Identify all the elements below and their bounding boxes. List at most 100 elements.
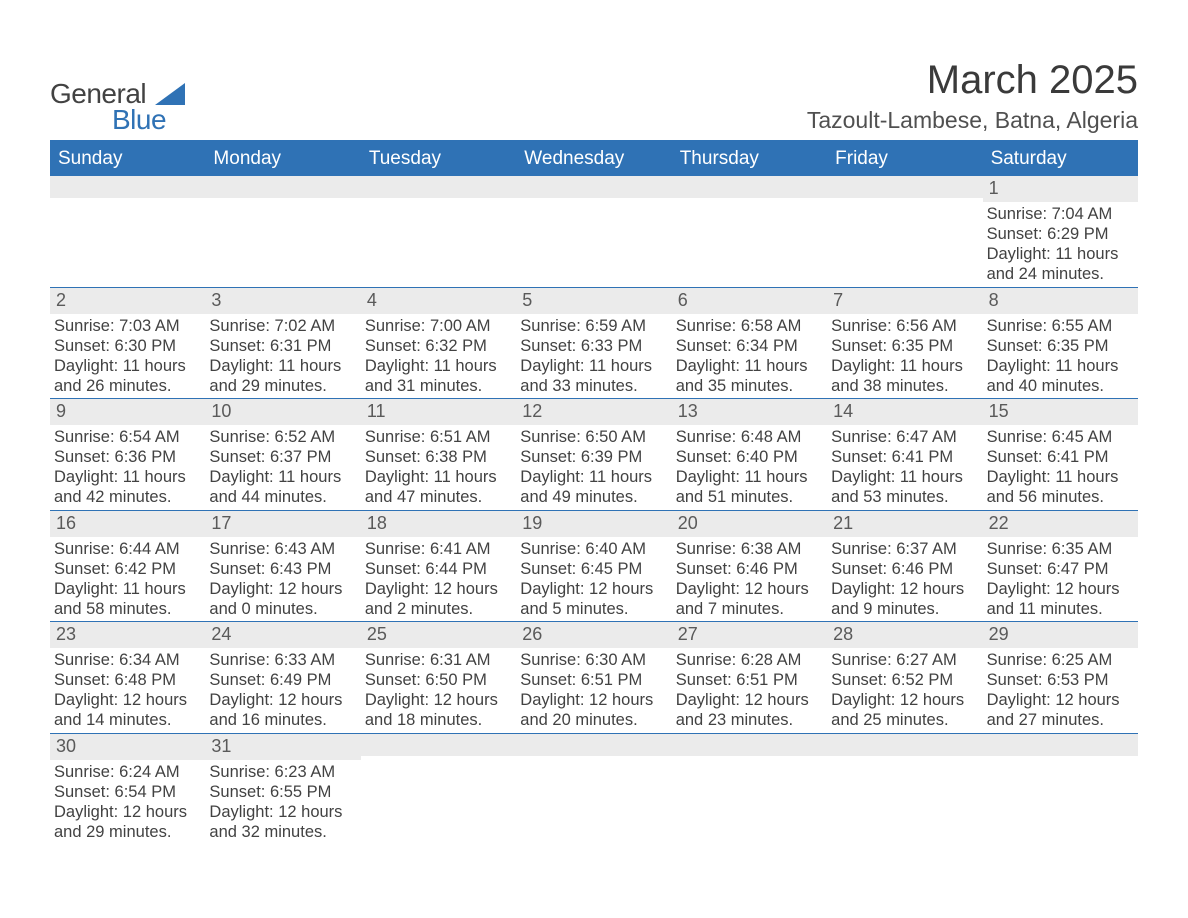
day-dl1: Daylight: 11 hours	[676, 356, 823, 376]
day-dl1: Daylight: 12 hours	[676, 579, 823, 599]
weekday-fri: Friday	[827, 142, 982, 176]
day-dl2: and 0 minutes.	[209, 599, 356, 619]
day-detail: Sunrise: 6:23 AMSunset: 6:55 PMDaylight:…	[205, 760, 360, 845]
day-number: 24	[205, 622, 360, 648]
day-number-empty	[516, 176, 671, 198]
day-sunrise: Sunrise: 6:40 AM	[520, 539, 667, 559]
day-sunset: Sunset: 6:36 PM	[54, 447, 201, 467]
day-sunset: Sunset: 6:55 PM	[209, 782, 356, 802]
day-sunset: Sunset: 6:37 PM	[209, 447, 356, 467]
day-dl2: and 20 minutes.	[520, 710, 667, 730]
day-number: 23	[50, 622, 205, 648]
day-cell	[983, 734, 1138, 845]
day-detail: Sunrise: 6:40 AMSunset: 6:45 PMDaylight:…	[516, 537, 671, 622]
weekday-sat: Saturday	[983, 142, 1138, 176]
day-cell: 5Sunrise: 6:59 AMSunset: 6:33 PMDaylight…	[516, 288, 671, 399]
day-dl2: and 24 minutes.	[987, 264, 1134, 284]
day-detail: Sunrise: 6:47 AMSunset: 6:41 PMDaylight:…	[827, 425, 982, 510]
day-dl2: and 35 minutes.	[676, 376, 823, 396]
day-cell: 27Sunrise: 6:28 AMSunset: 6:51 PMDayligh…	[672, 622, 827, 733]
day-number-empty	[983, 734, 1138, 756]
weekday-sun: Sunday	[50, 142, 205, 176]
day-sunset: Sunset: 6:44 PM	[365, 559, 512, 579]
day-dl1: Daylight: 12 hours	[520, 690, 667, 710]
day-number: 15	[983, 399, 1138, 425]
day-dl2: and 27 minutes.	[987, 710, 1134, 730]
weekday-mon: Monday	[205, 142, 360, 176]
day-sunrise: Sunrise: 7:04 AM	[987, 204, 1134, 224]
day-cell	[361, 176, 516, 287]
day-sunrise: Sunrise: 6:54 AM	[54, 427, 201, 447]
day-sunset: Sunset: 6:46 PM	[831, 559, 978, 579]
day-cell: 13Sunrise: 6:48 AMSunset: 6:40 PMDayligh…	[672, 399, 827, 510]
day-sunrise: Sunrise: 6:31 AM	[365, 650, 512, 670]
day-detail: Sunrise: 6:52 AMSunset: 6:37 PMDaylight:…	[205, 425, 360, 510]
day-dl2: and 9 minutes.	[831, 599, 978, 619]
day-detail: Sunrise: 7:04 AMSunset: 6:29 PMDaylight:…	[983, 202, 1138, 287]
day-number: 22	[983, 511, 1138, 537]
day-sunrise: Sunrise: 6:28 AM	[676, 650, 823, 670]
day-cell: 24Sunrise: 6:33 AMSunset: 6:49 PMDayligh…	[205, 622, 360, 733]
day-number: 21	[827, 511, 982, 537]
day-dl2: and 14 minutes.	[54, 710, 201, 730]
day-dl2: and 11 minutes.	[987, 599, 1134, 619]
day-dl2: and 33 minutes.	[520, 376, 667, 396]
day-dl1: Daylight: 11 hours	[365, 356, 512, 376]
day-cell: 4Sunrise: 7:00 AMSunset: 6:32 PMDaylight…	[361, 288, 516, 399]
day-number: 3	[205, 288, 360, 314]
week-row: 23Sunrise: 6:34 AMSunset: 6:48 PMDayligh…	[50, 622, 1138, 734]
day-dl2: and 5 minutes.	[520, 599, 667, 619]
day-cell	[516, 734, 671, 845]
weekday-wed: Wednesday	[516, 142, 671, 176]
day-sunrise: Sunrise: 6:44 AM	[54, 539, 201, 559]
day-cell: 15Sunrise: 6:45 AMSunset: 6:41 PMDayligh…	[983, 399, 1138, 510]
day-sunrise: Sunrise: 6:55 AM	[987, 316, 1134, 336]
day-cell	[516, 176, 671, 287]
day-sunset: Sunset: 6:54 PM	[54, 782, 201, 802]
day-cell: 1Sunrise: 7:04 AMSunset: 6:29 PMDaylight…	[983, 176, 1138, 287]
day-dl1: Daylight: 12 hours	[365, 579, 512, 599]
day-cell: 22Sunrise: 6:35 AMSunset: 6:47 PMDayligh…	[983, 511, 1138, 622]
week-row: 2Sunrise: 7:03 AMSunset: 6:30 PMDaylight…	[50, 288, 1138, 400]
day-dl2: and 18 minutes.	[365, 710, 512, 730]
day-sunrise: Sunrise: 7:02 AM	[209, 316, 356, 336]
day-cell	[205, 176, 360, 287]
day-number: 19	[516, 511, 671, 537]
day-dl1: Daylight: 12 hours	[209, 690, 356, 710]
day-sunrise: Sunrise: 6:23 AM	[209, 762, 356, 782]
day-number: 6	[672, 288, 827, 314]
day-detail: Sunrise: 6:27 AMSunset: 6:52 PMDaylight:…	[827, 648, 982, 733]
day-cell: 26Sunrise: 6:30 AMSunset: 6:51 PMDayligh…	[516, 622, 671, 733]
day-dl1: Daylight: 11 hours	[987, 244, 1134, 264]
day-dl2: and 44 minutes.	[209, 487, 356, 507]
day-dl2: and 29 minutes.	[54, 822, 201, 842]
day-dl2: and 53 minutes.	[831, 487, 978, 507]
day-number-empty	[672, 734, 827, 756]
day-cell	[672, 734, 827, 845]
day-sunset: Sunset: 6:38 PM	[365, 447, 512, 467]
day-number-empty	[205, 176, 360, 198]
day-detail: Sunrise: 6:30 AMSunset: 6:51 PMDaylight:…	[516, 648, 671, 733]
day-dl1: Daylight: 12 hours	[831, 690, 978, 710]
day-sunset: Sunset: 6:53 PM	[987, 670, 1134, 690]
day-sunset: Sunset: 6:41 PM	[987, 447, 1134, 467]
logo-line1: General	[50, 78, 185, 112]
day-detail: Sunrise: 6:58 AMSunset: 6:34 PMDaylight:…	[672, 314, 827, 399]
logo-text1: General	[50, 78, 146, 109]
logo-triangle-icon	[155, 80, 185, 112]
day-cell	[827, 176, 982, 287]
day-dl1: Daylight: 11 hours	[54, 467, 201, 487]
day-sunset: Sunset: 6:33 PM	[520, 336, 667, 356]
day-cell	[827, 734, 982, 845]
logo: General Blue	[50, 48, 185, 136]
day-cell: 10Sunrise: 6:52 AMSunset: 6:37 PMDayligh…	[205, 399, 360, 510]
weekday-thu: Thursday	[672, 142, 827, 176]
day-dl2: and 2 minutes.	[365, 599, 512, 619]
day-number: 1	[983, 176, 1138, 202]
day-dl1: Daylight: 11 hours	[209, 356, 356, 376]
day-sunrise: Sunrise: 6:59 AM	[520, 316, 667, 336]
day-dl2: and 32 minutes.	[209, 822, 356, 842]
day-number-empty	[827, 176, 982, 198]
day-sunrise: Sunrise: 6:30 AM	[520, 650, 667, 670]
day-sunrise: Sunrise: 6:34 AM	[54, 650, 201, 670]
